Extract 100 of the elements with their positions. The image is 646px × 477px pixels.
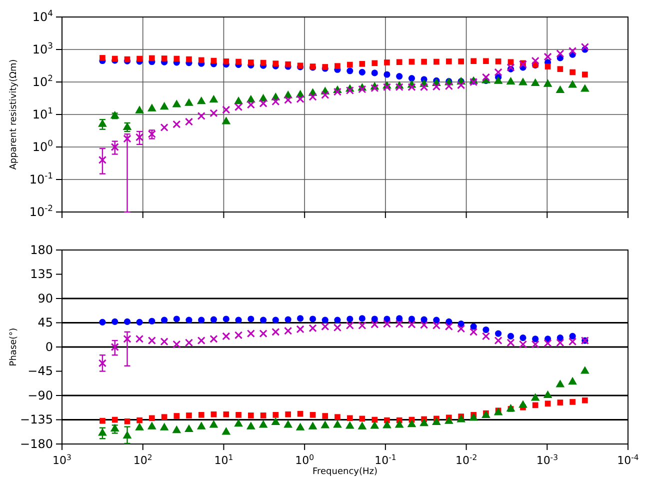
point bbox=[296, 94, 304, 104]
point bbox=[160, 338, 168, 346]
point bbox=[482, 73, 490, 82]
point bbox=[470, 58, 476, 64]
point bbox=[147, 104, 156, 112]
point bbox=[556, 50, 564, 58]
point bbox=[284, 420, 292, 428]
point bbox=[197, 336, 206, 345]
point bbox=[322, 316, 328, 324]
point bbox=[196, 422, 206, 430]
point bbox=[420, 418, 428, 426]
point bbox=[444, 82, 453, 90]
point bbox=[382, 320, 392, 328]
point bbox=[333, 420, 342, 428]
point bbox=[234, 418, 243, 427]
point bbox=[370, 84, 379, 92]
point bbox=[506, 76, 516, 85]
point bbox=[458, 58, 464, 64]
point bbox=[308, 92, 317, 101]
point bbox=[284, 316, 292, 323]
point bbox=[408, 75, 416, 82]
point bbox=[506, 338, 515, 347]
point bbox=[333, 88, 342, 96]
point bbox=[98, 156, 106, 164]
point bbox=[172, 425, 182, 434]
point bbox=[544, 64, 551, 70]
y-tick-label: 10$^{-1}$ bbox=[29, 170, 53, 186]
point bbox=[556, 338, 564, 347]
y-tick-label: 0 bbox=[45, 340, 53, 354]
point bbox=[531, 56, 540, 65]
point bbox=[494, 68, 502, 76]
point bbox=[582, 72, 588, 78]
point bbox=[346, 62, 353, 68]
point bbox=[124, 318, 131, 325]
point bbox=[333, 324, 342, 332]
point bbox=[272, 98, 280, 106]
point bbox=[396, 59, 402, 65]
y-tick-label: 135 bbox=[30, 267, 53, 282]
point bbox=[394, 420, 404, 428]
point bbox=[358, 321, 366, 330]
point bbox=[198, 412, 204, 418]
point bbox=[371, 316, 378, 322]
point bbox=[556, 85, 565, 93]
point bbox=[160, 422, 169, 430]
point bbox=[285, 61, 291, 68]
point bbox=[358, 422, 367, 430]
point bbox=[382, 420, 392, 428]
point bbox=[334, 414, 340, 420]
point bbox=[210, 411, 217, 418]
x-tick-label: 10$^{1}$ bbox=[214, 452, 234, 467]
point bbox=[384, 71, 390, 78]
point bbox=[420, 320, 428, 329]
point bbox=[223, 411, 230, 418]
point bbox=[432, 417, 441, 425]
point bbox=[184, 98, 194, 106]
point bbox=[334, 63, 340, 69]
point bbox=[100, 418, 106, 424]
point bbox=[210, 316, 217, 323]
point bbox=[359, 61, 366, 67]
point bbox=[122, 122, 132, 130]
point bbox=[124, 418, 130, 424]
point bbox=[135, 422, 144, 430]
point bbox=[172, 120, 181, 128]
point bbox=[148, 55, 155, 62]
y-tick-label: 10$^{1}$ bbox=[32, 105, 53, 122]
point bbox=[470, 323, 477, 330]
point bbox=[457, 324, 466, 333]
point bbox=[246, 422, 256, 430]
point bbox=[580, 42, 589, 51]
point bbox=[407, 419, 416, 428]
point bbox=[470, 328, 478, 336]
point bbox=[358, 85, 366, 94]
point bbox=[408, 82, 416, 92]
point bbox=[370, 421, 380, 429]
point bbox=[457, 81, 466, 90]
point bbox=[346, 68, 354, 74]
point bbox=[382, 82, 392, 92]
point bbox=[296, 315, 304, 322]
point bbox=[506, 63, 515, 72]
point bbox=[100, 55, 106, 61]
point bbox=[172, 340, 181, 348]
point bbox=[444, 416, 454, 424]
point bbox=[260, 316, 267, 324]
point bbox=[346, 415, 353, 422]
point bbox=[321, 90, 330, 99]
point bbox=[518, 78, 528, 86]
point bbox=[184, 338, 194, 347]
point bbox=[494, 76, 503, 84]
point bbox=[161, 56, 168, 62]
point bbox=[408, 320, 416, 328]
point bbox=[98, 428, 107, 436]
point bbox=[568, 46, 577, 56]
point bbox=[482, 326, 490, 334]
point bbox=[446, 318, 452, 325]
point bbox=[135, 106, 144, 114]
point bbox=[135, 133, 144, 142]
point bbox=[570, 69, 576, 76]
point bbox=[494, 330, 502, 337]
point bbox=[568, 80, 577, 88]
point bbox=[320, 420, 330, 428]
